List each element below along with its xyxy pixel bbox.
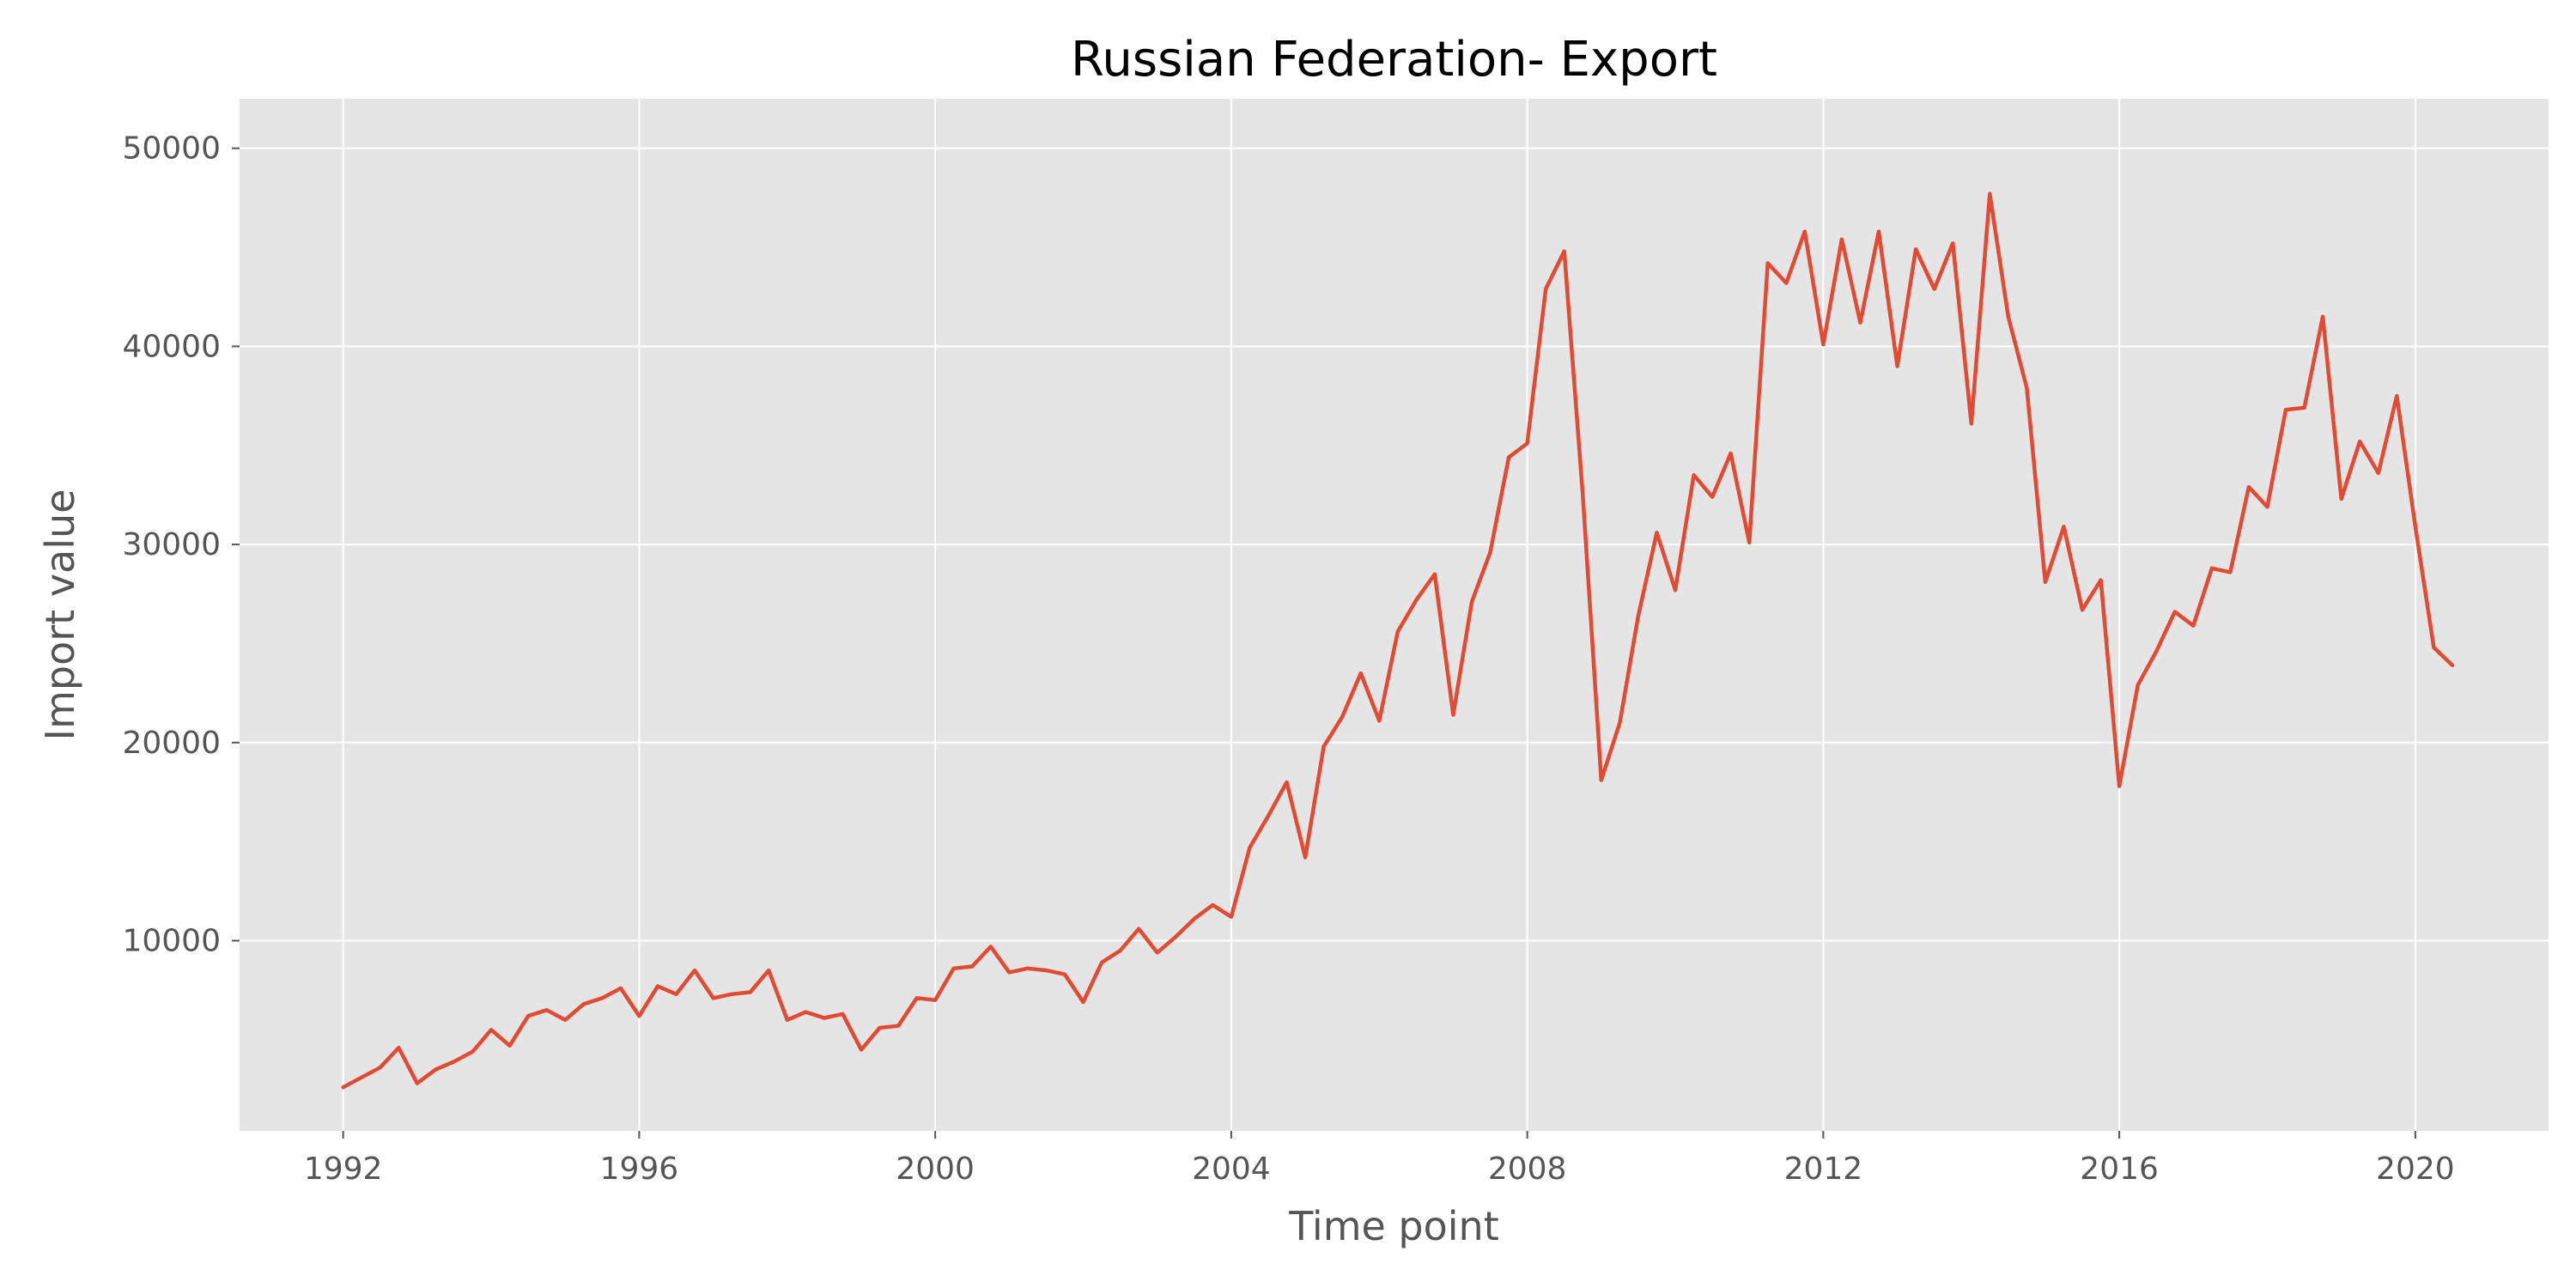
series-line — [341, 191, 2455, 1090]
series-layer — [341, 191, 2455, 1090]
x-axis-label: Time point — [1288, 1203, 1499, 1249]
y-tick-label: 30000 — [122, 527, 221, 562]
x-tick-label: 1992 — [304, 1151, 383, 1187]
x-tick-label: 1996 — [600, 1151, 679, 1187]
y-tick-label: 50000 — [122, 131, 221, 167]
x-tick-label: 2000 — [896, 1151, 975, 1187]
y-tick-label: 40000 — [122, 329, 221, 364]
x-tick-label: 2012 — [1784, 1151, 1863, 1187]
chart-title: Russian Federation- Export — [1071, 32, 1717, 88]
x-tick-label: 2020 — [2376, 1151, 2455, 1187]
plot-area — [240, 99, 2549, 1131]
y-tick-label: 20000 — [122, 726, 221, 761]
grid — [240, 99, 2549, 1131]
x-tick-label: 2004 — [1192, 1151, 1271, 1187]
x-tick-label: 2016 — [2080, 1151, 2159, 1187]
axes: 10000 20000 30000 40000 50000 1992 1996 2000 200… — [122, 131, 2454, 1187]
y-axis-label: Import value — [37, 489, 83, 741]
x-tick-label: 2008 — [1488, 1151, 1567, 1187]
y-tick-label: 10000 — [122, 924, 221, 959]
